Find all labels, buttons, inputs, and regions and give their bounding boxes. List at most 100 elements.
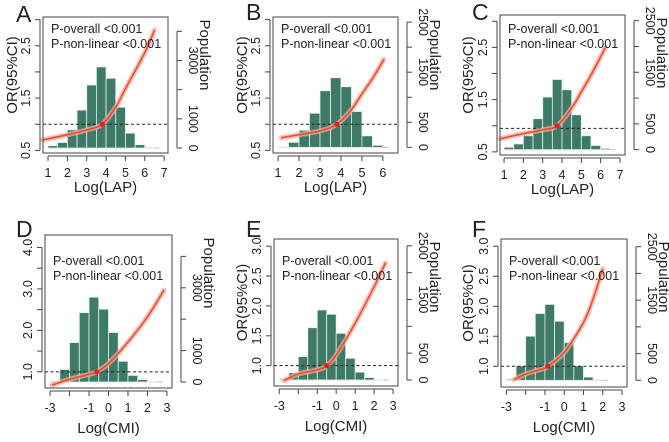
x-tick-label: 6 [379,166,386,180]
y-tick-label: 2.5 [476,39,490,56]
x-tick-label: 0 [105,401,112,415]
y-axis-title: OR(95%CI) [460,264,477,342]
population-tick-label: 500 [416,343,430,364]
y-tick-label: 3.0 [250,237,264,254]
y-tick-label: 2.0 [477,298,491,315]
x-tick-label: -3 [501,400,512,414]
y-tick-label: 3.0 [21,280,35,297]
panel-label: C [472,0,489,25]
histogram-bar [115,106,126,149]
histogram-bar [326,313,337,381]
panel-label: F [472,216,486,242]
population-axis-title: Population [200,238,217,309]
histogram-bar [551,79,563,151]
x-tick-label: 2 [144,401,151,415]
p-value-annotation: P-non-linear <0.001 [282,269,392,283]
population-axis-title: Population [426,20,443,91]
histogram-bar [522,135,534,151]
plot-frame [272,16,399,154]
population-axis-title: Population [655,242,669,313]
panel-label: A [16,1,32,27]
histogram-bar [144,146,155,149]
histogram-bar [373,379,384,381]
y-tick-label: 0.5 [249,142,263,159]
y-axis-title: OR(95%CI) [460,36,477,114]
x-tick-label: 4 [103,166,110,180]
x-tick-label: 7 [617,168,624,182]
x-tick-label: 5 [122,166,129,180]
histogram-bar [590,145,602,151]
histogram-bar [580,135,592,151]
x-tick-label: 2 [599,400,606,414]
histogram-bar [125,132,136,149]
x-tick-label: -1 [312,399,323,413]
x-axis-title: Log(LAP) [304,179,367,196]
x-axis-title: Log(LAP) [531,181,594,198]
histogram-bar [288,141,300,148]
y-tick-label: 2.5 [477,267,491,284]
histogram-bar [542,96,553,151]
population-tick-label: 3000 [190,274,204,302]
population-tick-label: 1500 [416,286,430,314]
y-axis: 0.5 1.5 2.5OR(95%CI) [4,19,41,159]
histogram-bar [297,356,309,381]
spline-curve [281,58,385,139]
x-axis-title: Log(CMI) [77,420,140,437]
y-tick-label: 2.0 [250,297,264,314]
plot-frame [42,16,169,154]
p-value-annotation: P-non-linear <0.001 [53,269,163,283]
spline-curve [283,262,387,382]
x-axis: -3 -1 0 1 2 3 Log(CMI) [274,388,397,435]
histogram [49,296,163,383]
histogram-bar [345,357,356,381]
x-tick-label: -3 [45,401,56,415]
y-tick-label: 1.5 [476,91,490,108]
x-tick-label: 2 [64,166,71,180]
histogram-bar [134,144,146,149]
histogram-bar [364,377,375,381]
reference-point [94,369,100,375]
population-tick-label: 0 [645,377,659,384]
reference-point [554,123,560,129]
histogram-bar [583,376,594,381]
x-tick-label: 1 [45,166,52,180]
plot-frame [273,238,399,387]
y-tick-label: 1.5 [477,328,491,345]
histogram-bar [127,375,139,383]
x-axis: -3 -1 0 1 2 3 Log(CMI) [45,390,170,437]
x-tick-label: 1 [580,400,587,414]
x-tick-label: 3 [390,399,397,413]
p-value-annotation: P-overall <0.001 [508,22,599,36]
histogram-bar [513,143,524,151]
x-tick-label: -1 [539,400,550,414]
reference-point [334,121,340,127]
histogram-bar [592,379,604,381]
x-tick-label: 3 [619,400,626,414]
histogram-bar [503,146,515,151]
population-tick-label: 3000 [186,47,200,75]
population-axis-title: Population [196,20,213,91]
population-tick-label: 0 [190,379,204,386]
histogram [503,79,616,151]
p-value-annotation: P-non-linear <0.001 [51,37,161,51]
population-tick-label: 0 [186,145,200,152]
p-value-annotation: P-non-linear <0.001 [508,37,618,51]
histogram [278,309,389,381]
x-tick-label: 3 [163,401,170,415]
population-tick-label: 500 [416,112,430,133]
histogram [505,304,608,381]
histogram-bar [532,118,544,151]
population-axis-title: Population [426,242,443,313]
x-tick-label: 2 [296,166,303,180]
histogram-bar [96,66,107,149]
x-axis: 1 2 3 4 5 6 Log(LAP) [275,155,386,196]
